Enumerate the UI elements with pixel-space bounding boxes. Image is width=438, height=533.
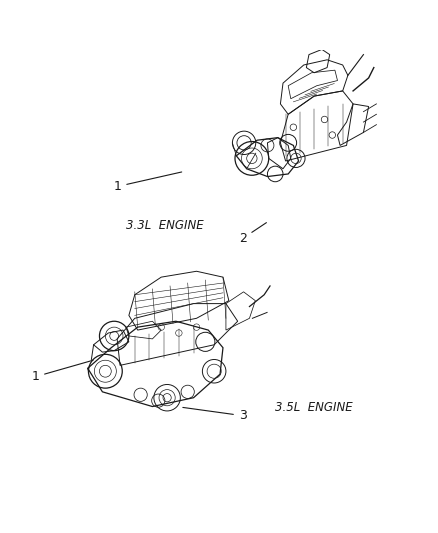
Text: 3.3L  ENGINE: 3.3L ENGINE — [126, 219, 204, 232]
Text: 2: 2 — [239, 223, 266, 245]
Text: 3.5L  ENGINE: 3.5L ENGINE — [275, 400, 353, 414]
Text: 1: 1 — [31, 360, 93, 383]
Text: 1: 1 — [113, 172, 182, 193]
Text: 3: 3 — [183, 407, 247, 422]
